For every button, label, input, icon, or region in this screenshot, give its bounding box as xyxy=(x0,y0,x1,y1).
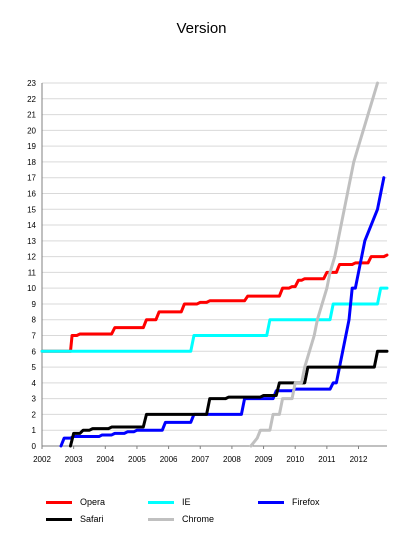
y-tick-label: 13 xyxy=(27,237,36,246)
chart-title: Version xyxy=(176,20,227,37)
y-tick-label: 1 xyxy=(32,426,37,435)
y-tick-label: 14 xyxy=(27,221,36,230)
y-tick-label: 22 xyxy=(27,95,36,104)
y-tick-label: 10 xyxy=(27,284,36,293)
x-tick-labels: 2002 2003 2004 2005 2006 2007 2008 2009 2010 2011… xyxy=(33,455,368,464)
x-tick-label: 2002 xyxy=(33,455,51,464)
axes xyxy=(41,83,387,449)
x-tick-label: 2003 xyxy=(65,455,83,464)
x-tick-label: 2012 xyxy=(350,455,368,464)
series-line-firefox xyxy=(59,176,386,448)
y-tick-label: 18 xyxy=(27,158,36,167)
y-tick-label: 9 xyxy=(32,300,37,309)
x-tick-label: 2010 xyxy=(286,455,304,464)
series-lines xyxy=(40,81,389,448)
y-tick-label: 5 xyxy=(32,363,37,372)
y-tick-label: 6 xyxy=(32,347,37,356)
y-tick-label: 8 xyxy=(32,316,37,325)
y-tick-label: 4 xyxy=(32,379,37,388)
y-tick-label: 2 xyxy=(32,410,37,419)
y-tick-label: 21 xyxy=(27,111,36,120)
x-tick-label: 2008 xyxy=(223,455,241,464)
gridlines xyxy=(42,82,387,447)
series-line-ie xyxy=(40,286,389,353)
x-tick-label: 2006 xyxy=(160,455,178,464)
y-tick-label: 20 xyxy=(27,126,36,135)
x-tick-label: 2009 xyxy=(255,455,273,464)
y-tick-label: 7 xyxy=(32,332,37,341)
x-tick-label: 2007 xyxy=(191,455,209,464)
y-tick-label: 3 xyxy=(32,395,37,404)
x-tick-label: 2004 xyxy=(96,455,114,464)
series-line-chrome xyxy=(249,81,379,448)
x-tick-label: 2011 xyxy=(318,455,336,464)
y-tick-label: 11 xyxy=(28,268,37,277)
y-tick-label: 0 xyxy=(32,442,37,451)
series-line-safari xyxy=(68,349,389,448)
series-line-opera xyxy=(40,253,389,353)
x-tick-label: 2005 xyxy=(128,455,146,464)
y-tick-label: 17 xyxy=(27,174,36,183)
y-tick-label: 15 xyxy=(27,205,36,214)
y-tick-label: 23 xyxy=(27,79,36,88)
y-tick-label: 12 xyxy=(27,253,36,262)
y-tick-label: 16 xyxy=(27,189,36,198)
y-tick-label: 19 xyxy=(27,142,36,151)
